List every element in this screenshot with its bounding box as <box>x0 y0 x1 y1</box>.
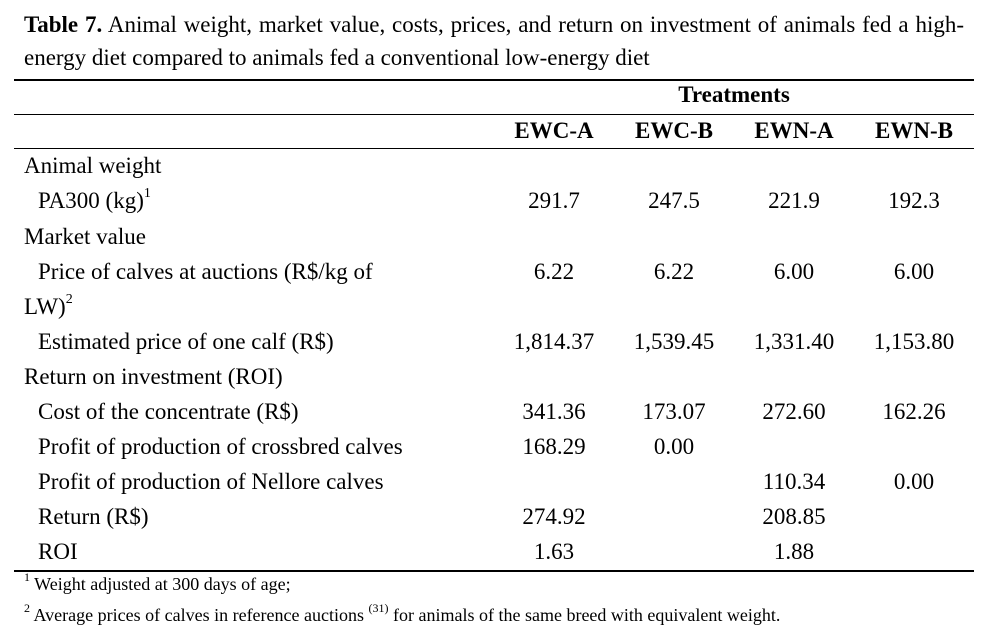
row-label-return: Return (R$) <box>38 504 149 529</box>
top-rule <box>14 79 974 81</box>
table-cell: 274.92 <box>522 504 586 529</box>
table-cell: 0.00 <box>893 469 935 494</box>
row-label-pa300: PA300 (kg)1 <box>38 186 151 213</box>
row-label-roi: ROI <box>38 539 78 564</box>
table-caption: Table 7. Animal weight, market value, co… <box>24 8 964 74</box>
table-label: Table 7. <box>24 12 103 37</box>
table-cell: 221.9 <box>768 188 820 213</box>
row-label-price-of-calves-cont: LW)2 <box>24 292 73 319</box>
table-cell: 208.85 <box>762 504 826 529</box>
row-label-roi-section: Return on investment (ROI) <box>24 364 283 389</box>
row-label-profit-nellore: Profit of production of Nellore calves <box>38 469 384 494</box>
table-cell: 1,153.80 <box>873 329 955 354</box>
table-cell: 110.34 <box>762 469 826 494</box>
table-cell: 6.00 <box>773 259 815 284</box>
table-cell: 6.00 <box>893 259 935 284</box>
row-label-estimated-price: Estimated price of one calf (R$) <box>38 329 334 354</box>
table-cell: 6.22 <box>653 259 695 284</box>
row-label-price-of-calves: Price of calves at auctions (R$/kg of <box>38 259 373 284</box>
table-cell: 1,539.45 <box>633 329 715 354</box>
table-cell: 173.07 <box>642 399 706 424</box>
table-cell: 162.26 <box>882 399 946 424</box>
row-label-market-value: Market value <box>24 224 146 249</box>
header-rule <box>14 148 974 149</box>
table-cell: 1,331.40 <box>753 329 835 354</box>
col-header-ewn-a: EWN-A <box>754 118 834 143</box>
row-label-animal-weight: Animal weight <box>24 153 162 178</box>
table-cell: 1.63 <box>533 539 575 564</box>
table-cell: 192.3 <box>888 188 940 213</box>
row-label-profit-crossbred: Profit of production of crossbred calves <box>38 434 403 459</box>
col-header-ewc-a: EWC-A <box>514 118 594 143</box>
table-cell: 168.29 <box>522 434 586 459</box>
table-cell: 291.7 <box>528 188 580 213</box>
footnote-1: 1 Weight adjusted at 300 days of age; <box>24 570 291 594</box>
table-cell: 272.60 <box>762 399 826 424</box>
table-cell: 247.5 <box>648 188 700 213</box>
row-label-cost-concentrate: Cost of the concentrate (R$) <box>38 399 299 424</box>
footnote-2: 2 Average prices of calves in reference … <box>24 601 781 625</box>
col-header-ewc-b: EWC-B <box>635 118 713 143</box>
treatments-rule <box>14 114 974 115</box>
table-cell: 0.00 <box>653 434 695 459</box>
caption-text: Animal weight, market value, costs, pric… <box>24 12 965 70</box>
table-cell: 1,814.37 <box>513 329 595 354</box>
bottom-rule <box>14 570 974 572</box>
table-cell: 341.36 <box>522 399 586 424</box>
col-header-ewn-b: EWN-B <box>875 118 953 143</box>
treatments-header: Treatments <box>678 82 790 107</box>
table-cell: 6.22 <box>533 259 575 284</box>
table-cell: 1.88 <box>773 539 815 564</box>
